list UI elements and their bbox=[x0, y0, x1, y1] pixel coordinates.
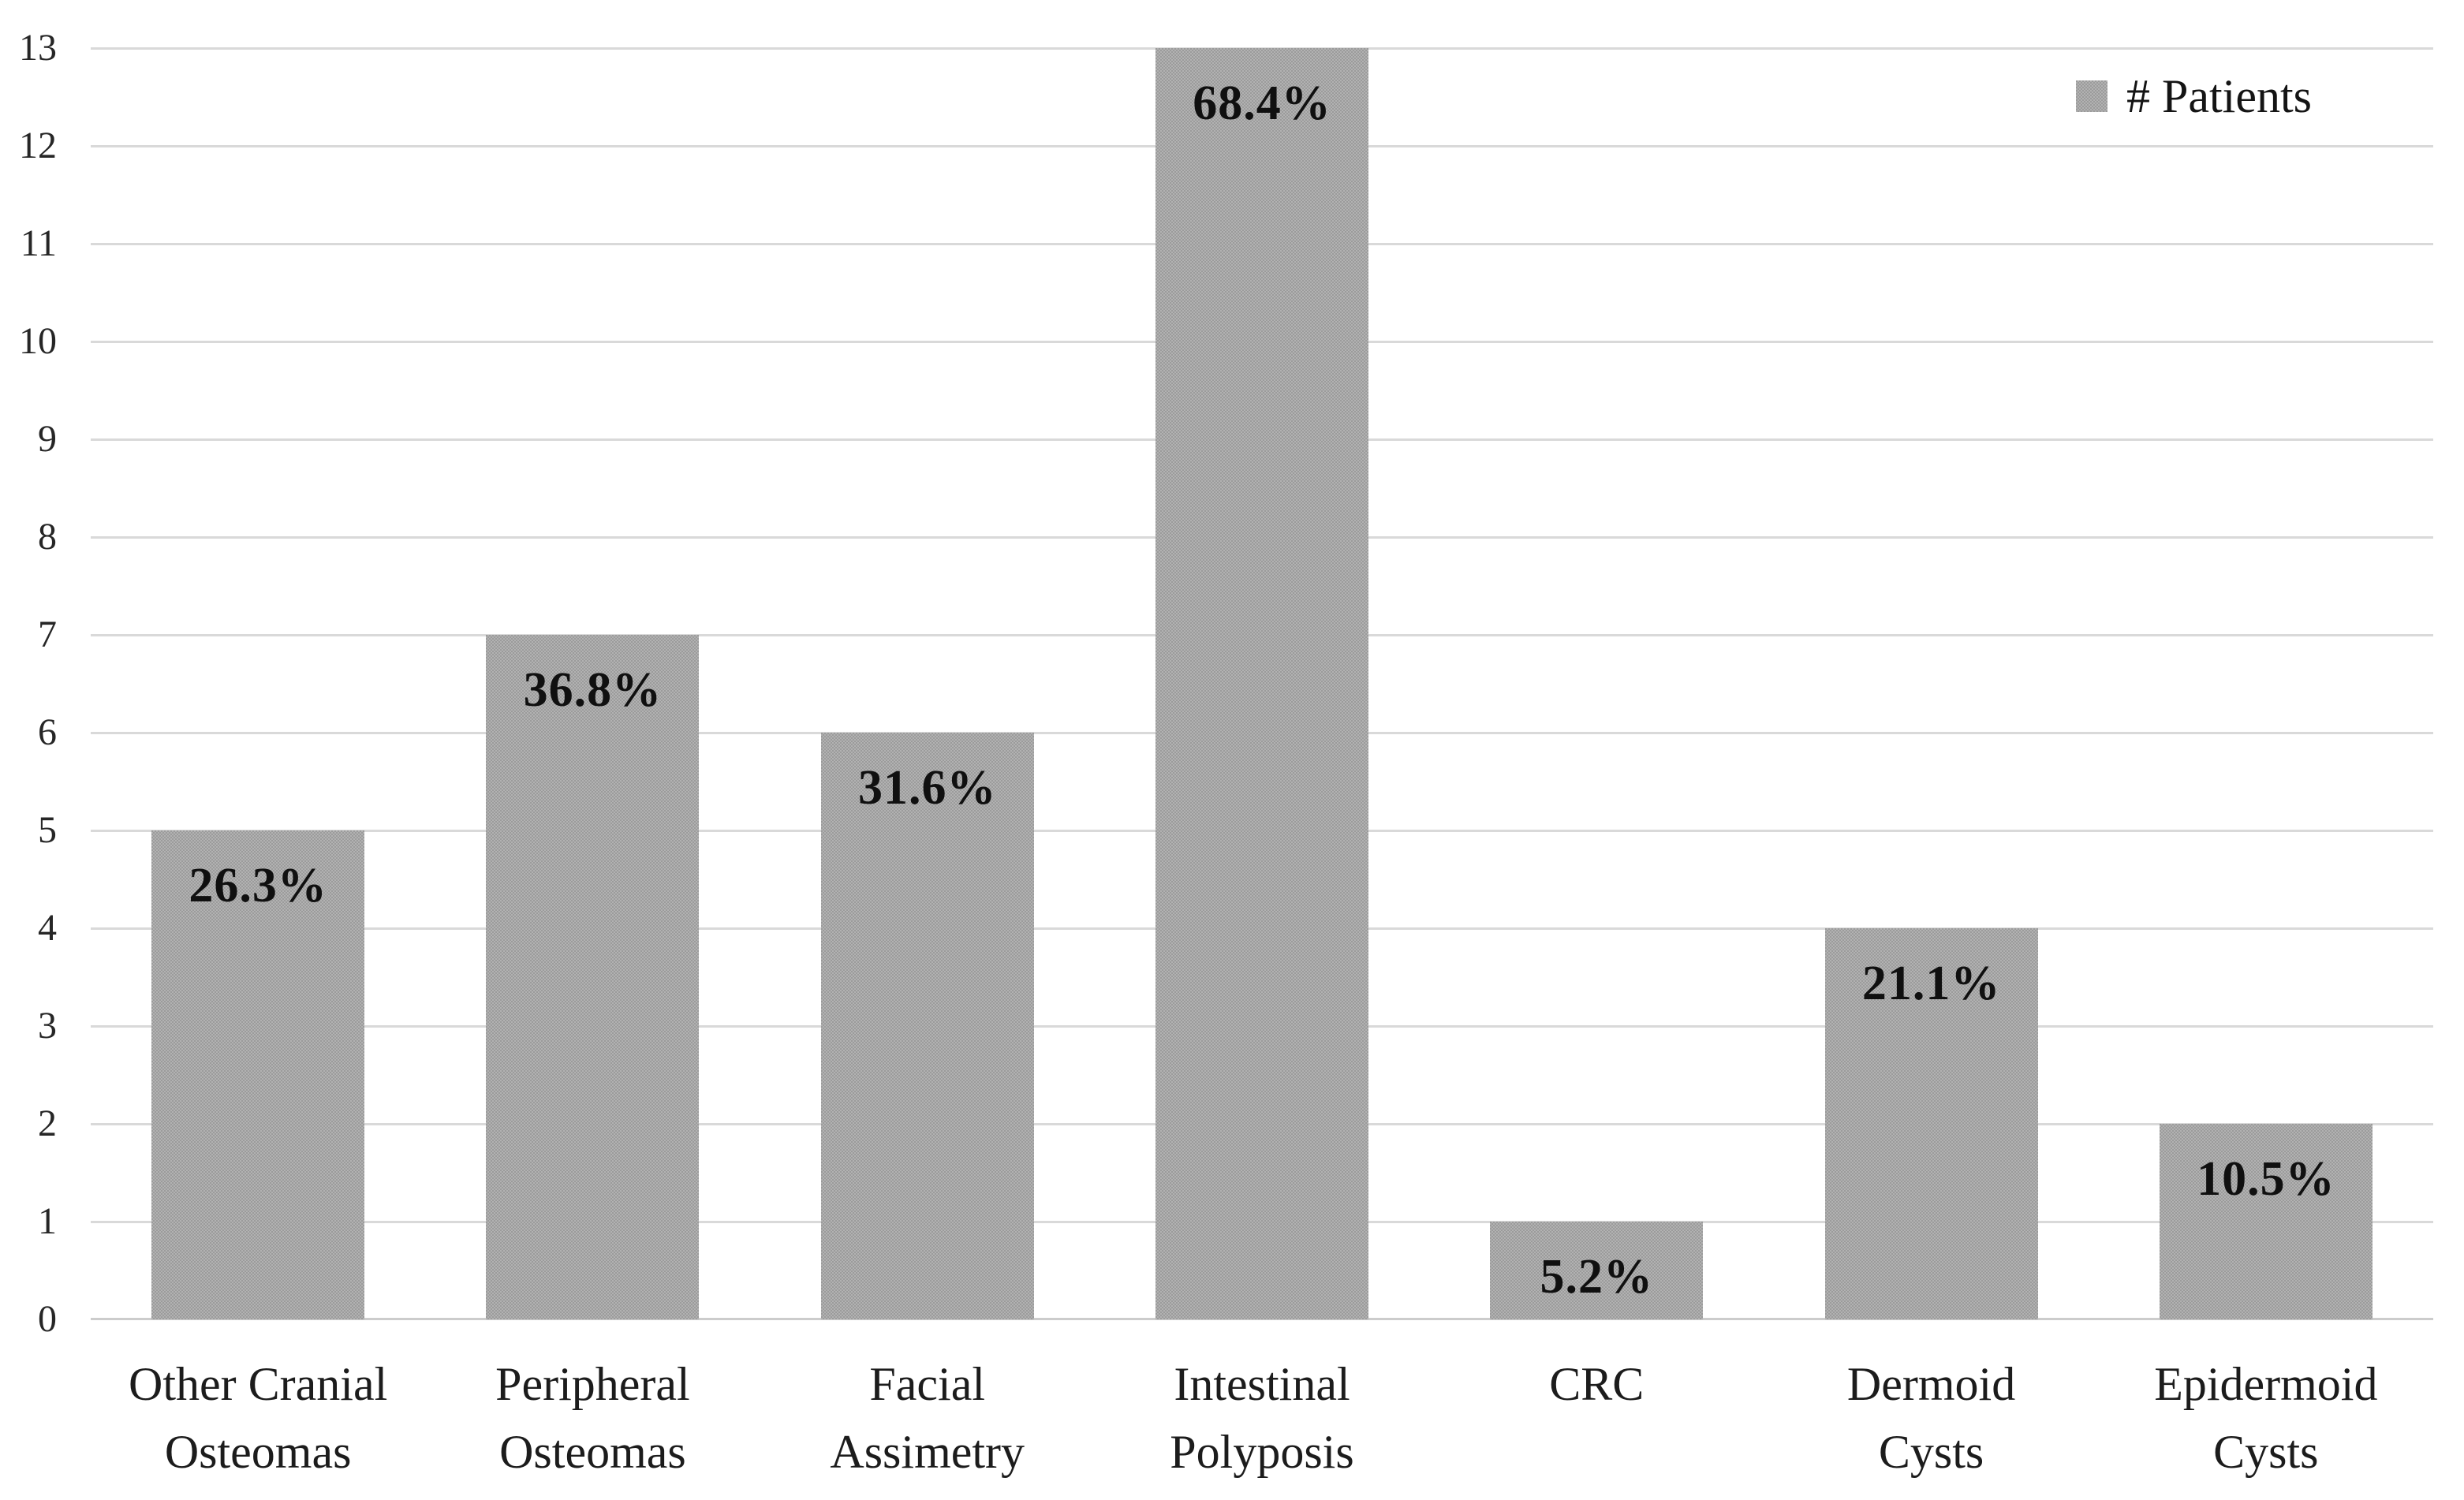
x-category-label-line: CRC bbox=[1549, 1358, 1645, 1410]
y-tick-label-7: 7 bbox=[38, 614, 57, 656]
x-category-label-line: Cysts bbox=[1878, 1426, 1984, 1478]
legend-label: # Patients bbox=[2126, 69, 2312, 122]
bar-value-label-epidermoid-cysts: 10.5% bbox=[2197, 1152, 2335, 1206]
y-tick-label-8: 8 bbox=[38, 516, 57, 558]
x-category-label-peripheral-osteomas: Peripheral Osteomas bbox=[419, 1350, 766, 1486]
y-tick-label-1: 1 bbox=[38, 1200, 57, 1243]
bar-crc: 5.2% bbox=[1490, 1222, 1704, 1319]
bar-value-label-other-cranial-osteomas: 26.3% bbox=[189, 859, 327, 912]
x-category-label-other-cranial-osteomas: Other Cranial Osteomas bbox=[84, 1350, 431, 1486]
bar-epidermoid-cysts: 10.5% bbox=[2159, 1124, 2373, 1319]
bar-value-label-facial-assimetry: 31.6% bbox=[857, 761, 997, 815]
y-tick-label-9: 9 bbox=[38, 418, 57, 461]
x-category-label-line: Facial bbox=[869, 1358, 985, 1410]
x-category-label-facial-assimetry: Facial Assimetry bbox=[754, 1350, 1101, 1486]
plot-area: 26.3% 36.8% 31.6% 68.4% 5.2% 21.1% 10.5% bbox=[91, 47, 2433, 1320]
y-tick-label-4: 4 bbox=[38, 907, 57, 950]
x-category-label-line: Epidermoid bbox=[2154, 1358, 2378, 1410]
x-category-label-line: Osteomas bbox=[164, 1426, 352, 1478]
bar-facial-assimetry: 31.6% bbox=[820, 733, 1034, 1319]
x-category-label-intestinal-polyposis: Intestinal Polyposis bbox=[1088, 1350, 1435, 1486]
x-category-label-line: Polyposis bbox=[1170, 1426, 1354, 1478]
y-tick-label-5: 5 bbox=[38, 809, 57, 851]
x-category-label-line: Cysts bbox=[2213, 1426, 2319, 1478]
bar-dermoid-cysts: 21.1% bbox=[1824, 928, 2038, 1319]
y-tick-label-10: 10 bbox=[19, 320, 57, 362]
x-category-label-line: Other Cranial bbox=[129, 1358, 388, 1410]
x-category-label-line: Osteomas bbox=[499, 1426, 686, 1478]
bar-other-cranial-osteomas: 26.3% bbox=[151, 830, 365, 1319]
x-category-label-epidermoid-cysts: Epidermoid Cysts bbox=[2093, 1350, 2440, 1486]
legend-swatch-icon bbox=[2076, 80, 2107, 112]
x-category-label-line: Intestinal bbox=[1174, 1358, 1350, 1410]
y-tick-label-2: 2 bbox=[38, 1103, 57, 1145]
x-category-label-crc: CRC bbox=[1423, 1350, 1770, 1418]
y-tick-label-13: 13 bbox=[19, 27, 57, 69]
y-axis: 0 1 2 3 4 5 6 7 8 9 10 11 12 13 bbox=[0, 27, 57, 1340]
y-tick-label-12: 12 bbox=[19, 125, 57, 166]
bar-intestinal-polyposis: 68.4% bbox=[1155, 48, 1368, 1319]
x-axis: Other Cranial Osteomas Peripheral Osteomas F… bbox=[91, 1350, 2433, 1500]
y-tick-label-11: 11 bbox=[20, 222, 57, 264]
bar-peripheral-osteomas: 36.8% bbox=[486, 635, 700, 1319]
x-category-label-line: Peripheral bbox=[495, 1358, 690, 1410]
x-category-label-line: Assimetry bbox=[830, 1426, 1025, 1478]
y-tick-label-0: 0 bbox=[38, 1298, 57, 1340]
y-tick-label-3: 3 bbox=[38, 1005, 57, 1047]
bar-value-label-dermoid-cysts: 21.1% bbox=[1861, 957, 2001, 1010]
bar-value-label-intestinal-polyposis: 68.4% bbox=[1193, 76, 1331, 130]
bar-value-label-peripheral-osteomas: 36.8% bbox=[523, 663, 663, 717]
y-tick-label-6: 6 bbox=[38, 711, 57, 753]
x-category-label-dermoid-cysts: Dermoid Cysts bbox=[1758, 1350, 2105, 1486]
x-category-label-line: Dermoid bbox=[1846, 1358, 2016, 1410]
legend: # Patients bbox=[2076, 68, 2312, 125]
bar-value-label-crc: 5.2% bbox=[1540, 1250, 1654, 1304]
